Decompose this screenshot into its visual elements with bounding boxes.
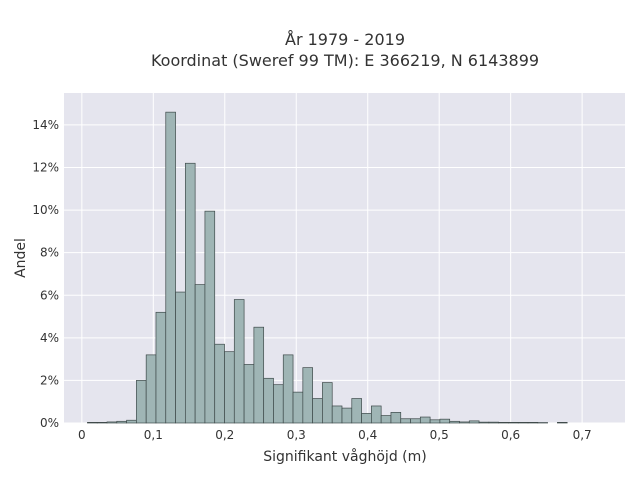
histogram-bar [194, 284, 206, 424]
histogram-bar [214, 343, 225, 424]
y-tick-label: 0% [40, 416, 59, 430]
histogram-bar [116, 420, 127, 424]
histogram-bar [390, 412, 402, 424]
y-tick-label: 14% [32, 118, 59, 132]
histogram-bar [410, 418, 421, 424]
x-tick-labels: 0 0,1 0,2 0,3 0,4 0,5 0,6 0,7 [78, 428, 592, 442]
histogram-bar [439, 418, 451, 424]
histogram-bar [184, 162, 196, 424]
histogram-bar [292, 391, 304, 424]
x-tick-label: 0,7 [573, 428, 592, 442]
histogram-bar [478, 421, 490, 424]
y-tick-label: 2% [40, 373, 59, 387]
histogram-bar [331, 405, 343, 424]
histogram-bar [517, 422, 529, 424]
histogram-bar [429, 419, 441, 424]
histogram-bar [351, 398, 362, 424]
histogram-bar [400, 418, 411, 424]
histogram-bar [302, 367, 313, 424]
x-tick-label: 0 [78, 428, 86, 442]
histogram-bar [361, 413, 372, 424]
y-tick-label: 12% [32, 161, 59, 175]
y-tick-label: 4% [40, 331, 59, 345]
histogram-bar [498, 422, 509, 424]
histogram-bar [508, 422, 519, 424]
histogram-bar [322, 382, 333, 424]
y-tick-label: 8% [40, 246, 59, 260]
y-axis-title: Andel [13, 238, 29, 278]
chart-title-line-2: Koordinat (Sweref 99 TM): E 366219, N 61… [151, 51, 539, 70]
x-tick-label: 0,4 [358, 428, 377, 442]
histogram-bar [136, 380, 147, 424]
histogram-bar [233, 299, 245, 424]
x-tick-label: 0,2 [215, 428, 234, 442]
histogram-bar [380, 415, 392, 424]
histogram-bar [468, 420, 480, 424]
x-tick-label: 0,6 [501, 428, 520, 442]
histogram-bar [243, 364, 255, 424]
histogram-bar [155, 311, 167, 424]
histogram-bar [263, 377, 274, 424]
histogram-bar [87, 422, 98, 424]
x-axis-title: Signifikant våghöjd (m) [263, 448, 426, 465]
histogram-bar [282, 354, 294, 424]
histogram-bar [165, 111, 176, 424]
histogram-bar [371, 405, 382, 424]
histogram-bar [557, 422, 568, 424]
histogram-bar [224, 351, 235, 424]
histogram-bar [145, 354, 157, 424]
histogram-bar [126, 419, 137, 424]
y-tick-label: 6% [40, 288, 59, 302]
histogram-bar [449, 420, 460, 424]
y-tick-labels: 0% 2% 4% 6% 8% 10% 12% 14% [32, 118, 59, 430]
y-tick-label: 10% [32, 203, 59, 217]
histogram-bar [106, 421, 118, 424]
x-tick-label: 0,1 [144, 428, 163, 442]
histogram-bar [488, 421, 499, 424]
histogram-bar [96, 422, 108, 424]
histogram-bar [527, 422, 539, 424]
histogram-bars [87, 111, 568, 424]
histogram-bar [204, 210, 216, 424]
histogram-bar [253, 326, 265, 424]
x-tick-label: 0,5 [430, 428, 449, 442]
histogram-bar [273, 384, 284, 424]
histogram-bar [312, 398, 323, 424]
histogram-bar [419, 416, 431, 424]
chart-title-line-1: År 1979 - 2019 [285, 30, 405, 49]
histogram-bar [175, 291, 186, 424]
histogram-bar [341, 407, 353, 424]
x-tick-label: 0,3 [287, 428, 306, 442]
histogram-bar [459, 421, 470, 424]
